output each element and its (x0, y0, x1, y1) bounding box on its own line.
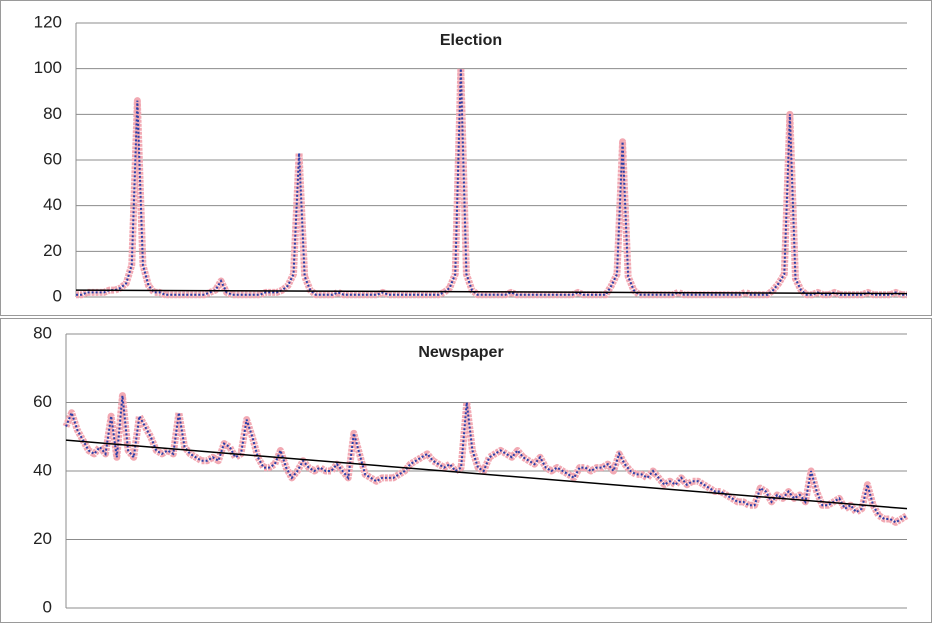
y-tick-label: 40 (33, 460, 52, 479)
y-tick-label: 0 (53, 286, 62, 305)
election-panel: 0 20 40 60 80 100 120 Election (0, 0, 932, 316)
y-tick-label: 20 (33, 529, 52, 548)
y-tick-label: 20 (43, 241, 62, 260)
trend-line (75, 289, 908, 295)
trend-line (65, 439, 908, 510)
y-tick-label: 100 (34, 58, 62, 77)
line (65, 395, 908, 524)
y-tick-label: 80 (43, 104, 62, 123)
chart: 0 20 40 60 80 100 120 Election (34, 12, 908, 305)
chart-title: Newspaper (418, 344, 503, 361)
y-tick-label: 120 (34, 12, 62, 31)
line-halo (76, 65, 907, 299)
chart-title: Election (440, 32, 502, 49)
line-halo (62, 392, 909, 526)
y-tick-label: 60 (33, 392, 52, 411)
newspaper-panel: 0 20 40 60 80 Newspaper (0, 318, 932, 623)
y-tick-label: 60 (43, 149, 62, 168)
y-tick-label: 80 (33, 323, 52, 342)
y-tick-label: 0 (43, 597, 52, 616)
y-tick-label: 40 (43, 195, 62, 214)
chart: 0 20 40 60 80 Newspaper (33, 323, 909, 616)
